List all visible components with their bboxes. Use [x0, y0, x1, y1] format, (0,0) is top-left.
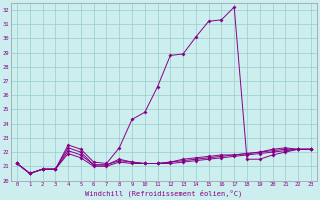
X-axis label: Windchill (Refroidissement éolien,°C): Windchill (Refroidissement éolien,°C): [85, 190, 243, 197]
